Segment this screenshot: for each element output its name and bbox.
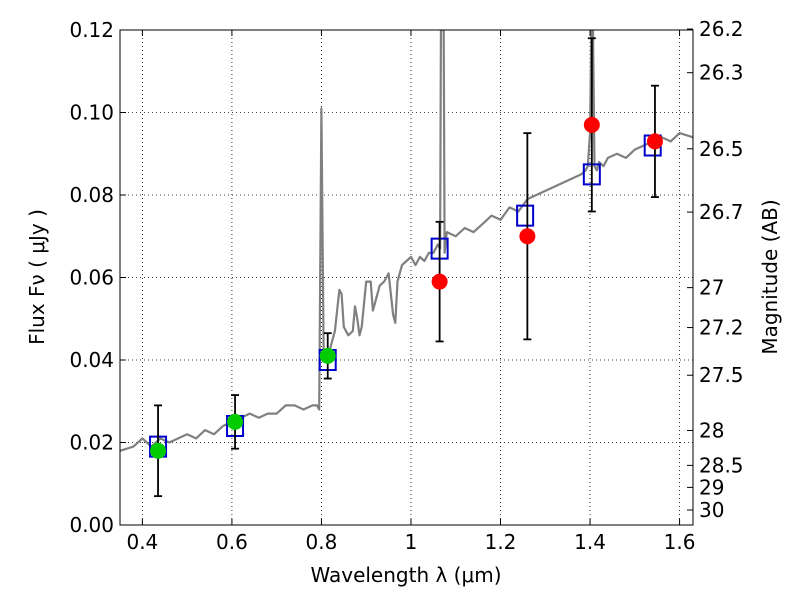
observed-flux-point: [431, 273, 448, 290]
y-axis-title: Flux Fν ( μJy ): [25, 209, 49, 345]
data-layer: [120, 30, 693, 498]
observed-flux-point: [646, 133, 663, 150]
y2-tick-label: 26.7: [699, 200, 744, 224]
axis-ticks: 0.4 0.6 0.8 1 1.2 1.4 1.6 0.00 0.02 0.04 0.06 0.08 0…: [69, 17, 743, 554]
y-tick-label: 0.08: [69, 183, 114, 207]
y2-tick-label: 26.3: [699, 61, 744, 85]
y2-tick-label: 27.5: [699, 363, 744, 387]
x-tick-label: 0.6: [216, 530, 248, 554]
y-tick-label: 0.00: [69, 513, 114, 537]
y-tick-label: 0.10: [69, 101, 114, 125]
x-tick-label: 1: [405, 530, 418, 554]
observed-flux-point: [519, 228, 536, 245]
model-spectrum-line: [120, 30, 693, 452]
x-axis-title: Wavelength λ (μm): [310, 563, 501, 587]
y2-tick-label: 27.2: [699, 316, 744, 340]
observed-flux-point: [227, 413, 244, 430]
y-tick-label: 0.06: [69, 266, 114, 290]
y2-tick-label: 26.5: [699, 137, 744, 161]
model-flux-square: [516, 204, 535, 227]
y2-tick-label: 29: [699, 475, 724, 499]
x-tick-label: 0.8: [306, 530, 338, 554]
y-tick-label: 0.12: [69, 18, 114, 42]
y2-tick-label: 27: [699, 276, 724, 300]
x-tick-label: 1.4: [574, 530, 606, 554]
y2-axis-title: Magnitude (AB): [758, 199, 782, 354]
y2-tick-label: 30: [699, 498, 724, 522]
x-tick-label: 1.6: [664, 530, 696, 554]
observed-flux-point: [319, 347, 336, 364]
y2-tick-label: 28: [699, 419, 724, 443]
y-tick-label: 0.02: [69, 431, 114, 455]
observed-flux-point: [583, 116, 600, 133]
grid-lines: [120, 29, 693, 526]
observed-flux-point: [150, 442, 167, 459]
y2-tick-label: 28.5: [699, 453, 744, 477]
y2-tick-label: 26.2: [699, 17, 744, 41]
y-tick-label: 0.04: [69, 348, 114, 372]
x-tick-label: 1.2: [485, 530, 517, 554]
x-tick-label: 0.4: [126, 530, 158, 554]
